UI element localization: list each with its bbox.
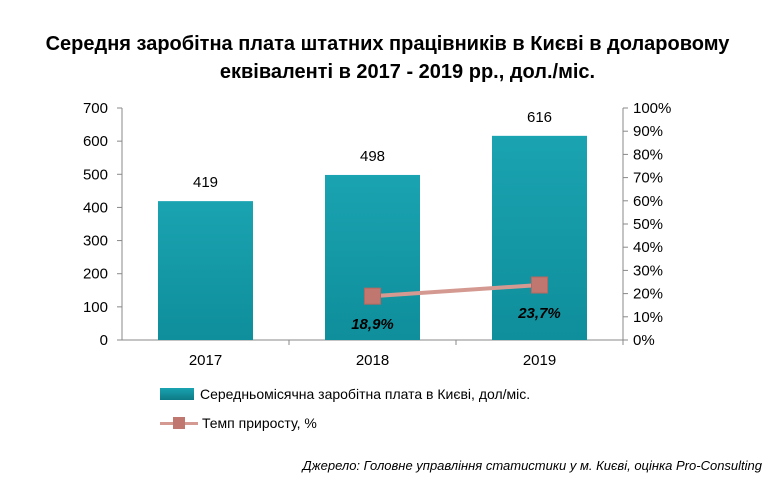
legend-label-growth: Темп приросту, % <box>202 415 317 431</box>
x-tick-label: 2018 <box>356 352 389 369</box>
x-tick-label: 2019 <box>523 352 556 369</box>
y-tick-label-right: 60% <box>633 193 663 210</box>
legend-swatch-bar <box>160 388 194 400</box>
growth-line <box>372 283 540 299</box>
y-tick-label-left: 0 <box>100 332 108 349</box>
bar-value-label: 419 <box>193 174 218 191</box>
x-tick-label: 2017 <box>189 352 222 369</box>
y-tick-label-right: 40% <box>633 239 663 256</box>
y-tick-label-right: 90% <box>633 123 663 140</box>
y-tick-label-left: 600 <box>83 133 108 150</box>
y-tick-label-left: 700 <box>83 100 108 117</box>
y-tick-label-left: 100 <box>83 299 108 316</box>
bar-value-label: 616 <box>527 109 552 126</box>
legend-label-salary: Середньомісячна заробітна плата в Києві,… <box>200 386 531 402</box>
y-tick-label-left: 300 <box>83 233 108 250</box>
chart-title-line-1: Середня заробітна плата штатних працівни… <box>45 33 730 55</box>
y-tick-label-right: 80% <box>633 146 663 163</box>
bar-value-label: 498 <box>360 148 385 165</box>
chart-title: Середня заробітна плата штатних працівни… <box>0 30 775 86</box>
growth-value-label: 18,9% <box>351 316 394 333</box>
bar-2019 <box>492 135 587 340</box>
legend-item-growth: Темп приросту, % <box>160 415 317 431</box>
growth-point <box>531 276 548 294</box>
y-tick-label-right: 100% <box>633 100 671 117</box>
y-tick-label-left: 400 <box>83 199 108 216</box>
bar-2018 <box>325 174 420 340</box>
y-tick-label-right: 50% <box>633 216 663 233</box>
growth-point <box>364 287 381 305</box>
y-tick-label-left: 200 <box>83 266 108 283</box>
y-tick-label-right: 30% <box>633 262 663 279</box>
legend-swatch-line <box>160 417 198 429</box>
y-tick-label-left: 500 <box>83 166 108 183</box>
y-tick-label-right: 10% <box>633 309 663 326</box>
legend-item-salary: Середньомісячна заробітна плата в Києві,… <box>160 386 530 402</box>
y-tick-label-right: 70% <box>633 170 663 187</box>
source-note: Джерело: Головне управління статистики у… <box>302 458 762 473</box>
y-tick-label-right: 20% <box>633 286 663 303</box>
bar-2017 <box>158 201 253 340</box>
y-tick-label-right: 0% <box>633 332 655 349</box>
chart-title-line-2: еквіваленті в 2017 - 2019 рр., дол./міс. <box>219 61 596 83</box>
growth-value-label: 23,7% <box>517 305 561 322</box>
legend-square-marker <box>173 417 185 429</box>
